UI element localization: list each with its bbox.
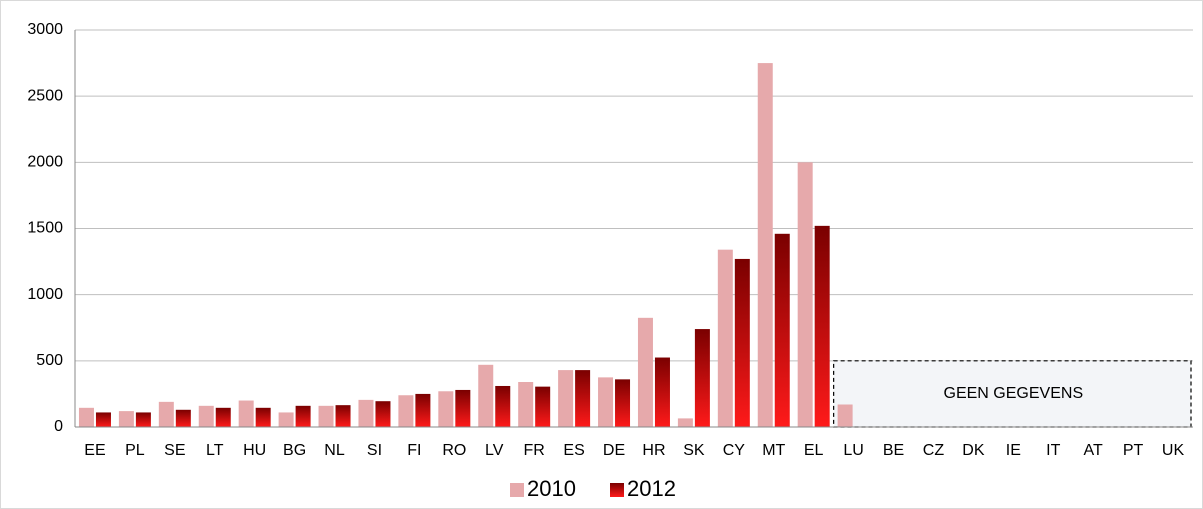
bar [438,391,454,427]
y-tick-label: 3000 [27,21,63,38]
bar [175,409,191,427]
bar [118,411,134,427]
legend-label: 2010 [527,476,576,501]
legend-label: 2012 [627,476,676,501]
x-tick-label: BE [883,442,904,459]
x-tick-label: ES [563,442,584,459]
x-tick-label: HU [243,442,266,459]
x-tick-label: LV [485,442,504,459]
bar [158,401,174,427]
bar [215,407,231,427]
bar [535,386,551,427]
bar [318,405,334,427]
bar [375,401,391,427]
bar [814,225,830,427]
no-data-box [833,360,1192,428]
bar [615,379,631,427]
bar [717,249,733,427]
bar [677,418,693,427]
x-tick-label: FI [407,442,421,459]
legend-swatch [610,483,624,497]
bar [95,412,111,427]
bar [398,395,414,427]
x-tick-label: IT [1046,442,1060,459]
bar [78,407,94,427]
x-tick-label: SK [683,442,705,459]
bar [358,399,374,427]
bar [455,389,471,427]
x-tick-label: AT [1084,442,1103,459]
x-tick-label: EE [84,442,105,459]
y-tick-label: 1500 [27,220,63,237]
x-tick-label: SE [164,442,185,459]
bar [837,404,853,427]
y-tick-label: 2500 [27,87,63,104]
x-tick-label: UK [1162,442,1185,459]
bar [598,377,614,427]
bar [757,63,773,427]
bar [295,405,311,427]
bar [518,382,534,427]
y-tick-label: 1000 [27,286,63,303]
bar [478,364,494,427]
bar [575,370,591,427]
bar [135,412,151,427]
x-tick-label: PT [1123,442,1144,459]
x-tick-label: SI [367,442,382,459]
bar [278,412,294,427]
x-tick-label: DE [603,442,625,459]
x-tick-label: PL [125,442,145,459]
bar [495,385,511,427]
x-tick-label: RO [442,442,466,459]
legend-swatch [510,483,524,497]
bar [198,405,214,427]
x-tick-label: CZ [923,442,945,459]
x-tick-label: IE [1006,442,1021,459]
bar [774,233,790,427]
x-tick-label: MT [762,442,785,459]
x-tick-label: BG [283,442,306,459]
bar [734,258,750,427]
bar [694,329,710,427]
bar [797,162,813,428]
x-tick-label: HR [642,442,665,459]
x-tick-label: LT [206,442,224,459]
x-tick-label: CY [723,442,746,459]
x-tick-label: NL [324,442,345,459]
bar [415,393,431,427]
x-tick-label: DK [962,442,985,459]
bar [255,407,271,427]
bar [238,400,254,427]
bar [637,317,653,427]
bar [558,370,574,427]
y-tick-label: 500 [36,352,63,369]
bar [654,357,670,427]
x-tick-label: LU [843,442,863,459]
y-tick-label: 2000 [27,154,63,171]
y-tick-label: 0 [54,418,63,435]
annotation: GEEN GEGEVENS [944,385,1084,402]
x-tick-label: EL [804,442,824,459]
bar [335,405,351,427]
x-tick-label: FR [524,442,545,459]
